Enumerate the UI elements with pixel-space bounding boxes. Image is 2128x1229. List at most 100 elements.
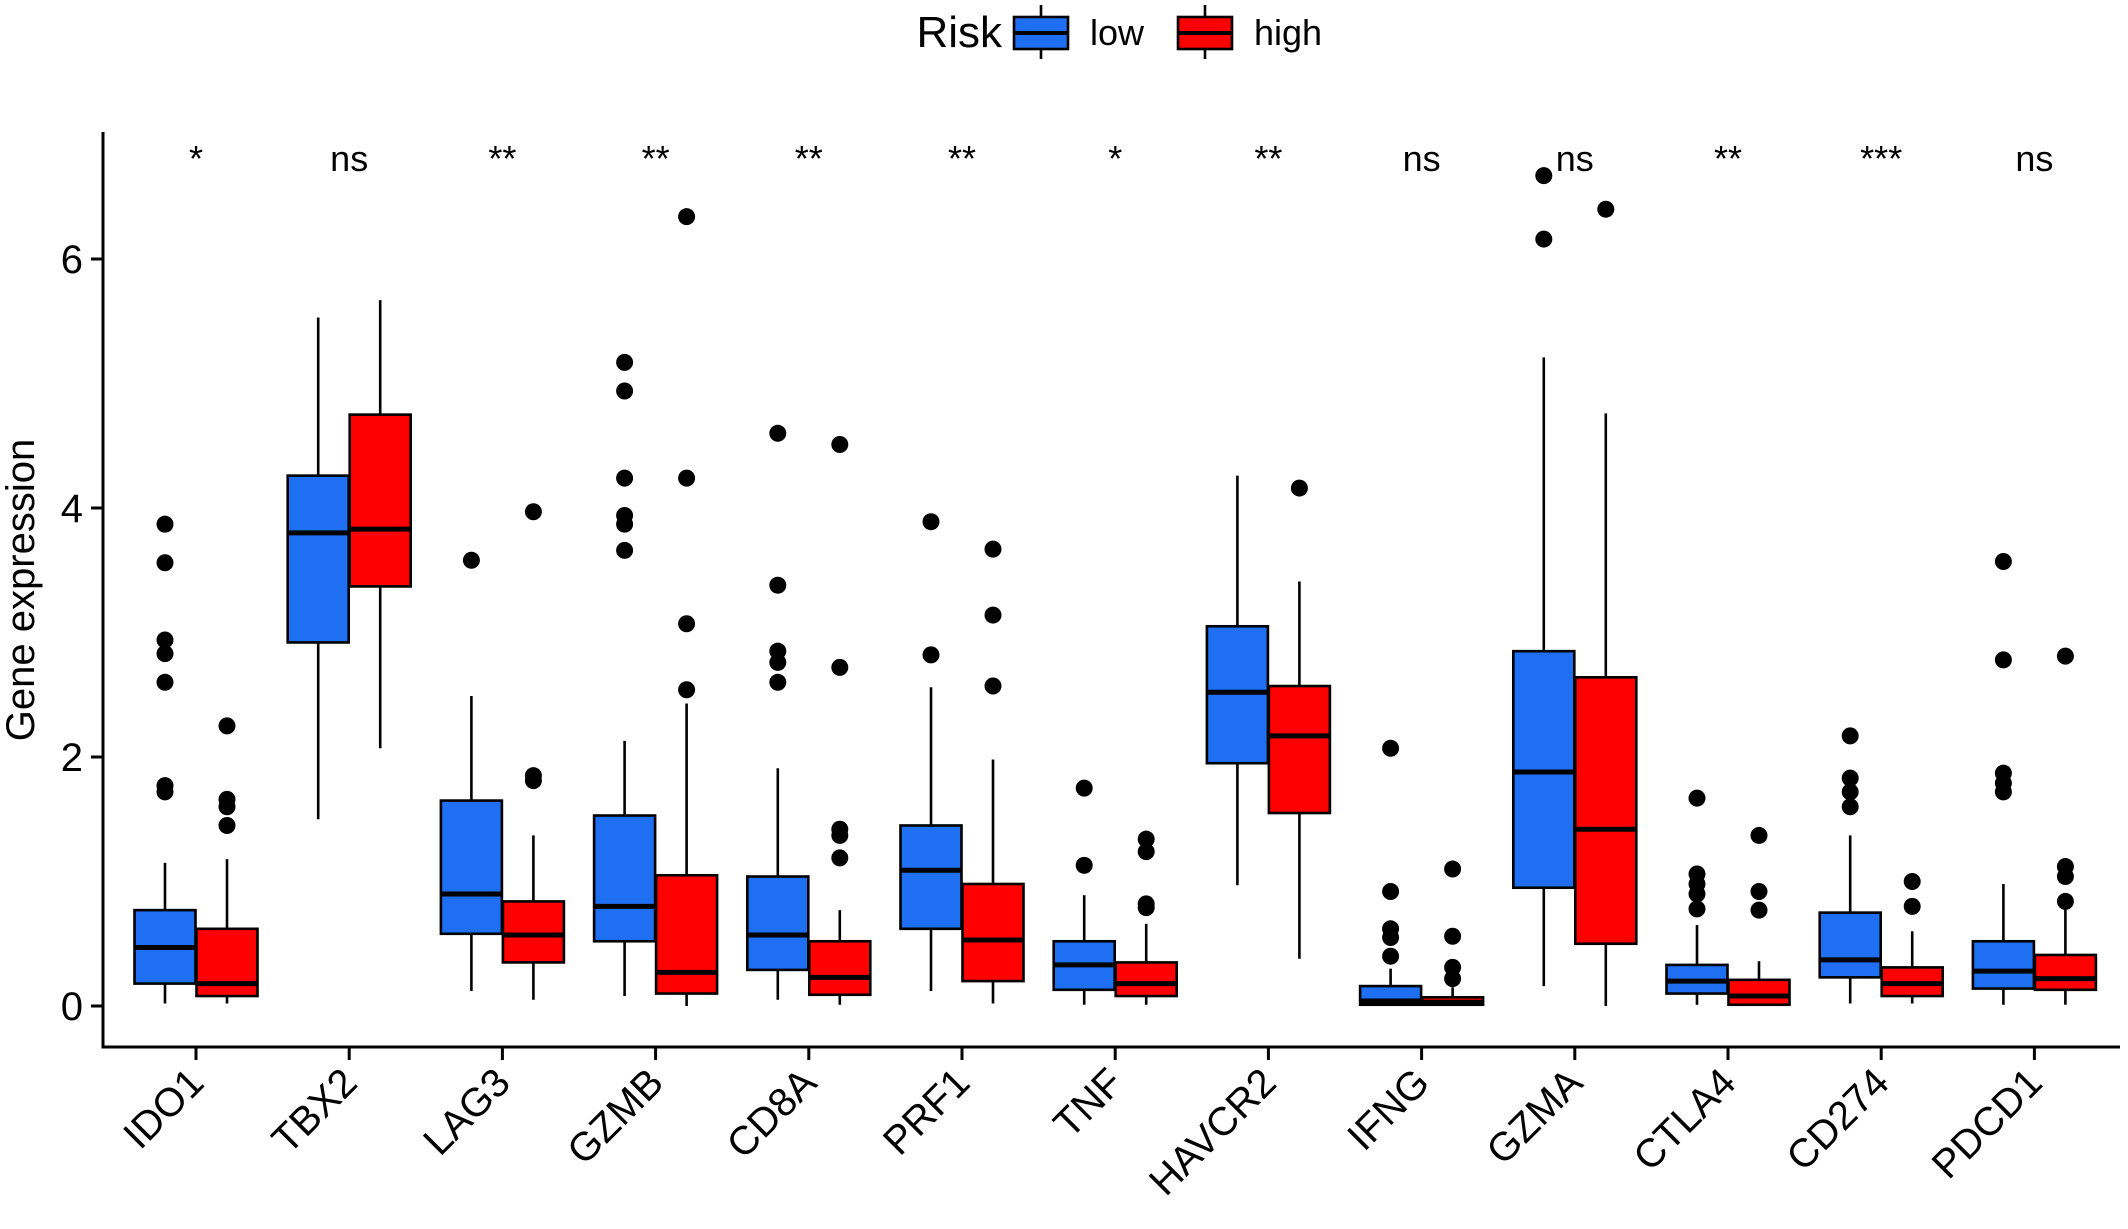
outlier-point	[1535, 230, 1553, 248]
outlier-point	[462, 551, 480, 569]
outlier-point	[1841, 727, 1859, 745]
outlier-point	[1137, 895, 1155, 913]
outlier-point	[1750, 882, 1768, 900]
y-axis-title: Gene expression	[0, 439, 43, 741]
outlier-point	[218, 790, 236, 808]
outlier-point	[1903, 897, 1921, 915]
box-rect	[439, 799, 504, 936]
legend-title: Risk	[916, 8, 1003, 57]
outlier-point	[922, 646, 940, 664]
box-low-gzma	[1512, 167, 1576, 987]
outlier-point	[831, 820, 849, 838]
outlier-point	[678, 208, 696, 226]
outlier-point	[1075, 779, 1093, 797]
significance-label: **	[795, 138, 823, 179]
outlier-point	[616, 541, 634, 559]
box-low-ctla4	[1665, 789, 1729, 1005]
significance-label: **	[1254, 138, 1282, 179]
significance-label: ns	[330, 138, 368, 179]
box-rect	[1818, 911, 1882, 979]
box-rect	[1267, 684, 1332, 815]
box-rect	[1114, 961, 1178, 998]
outlier-point	[1994, 651, 2012, 669]
outlier-point	[1444, 860, 1462, 878]
outlier-point	[218, 816, 236, 834]
x-tick-label-cd8a: CD8A	[719, 1060, 826, 1167]
box-high-pdcd1	[2033, 647, 2098, 1005]
box-low-cd8a	[745, 424, 810, 1000]
outlier-point	[678, 681, 696, 699]
box-low-lag3	[439, 551, 504, 992]
y-tick-label: 4	[61, 487, 83, 531]
outlier-point	[218, 717, 236, 735]
box-low-ifng	[1358, 739, 1423, 1007]
legend-entry-high: high	[1176, 5, 1322, 59]
outlier-point	[1137, 843, 1155, 861]
outlier-point	[1841, 769, 1859, 787]
outlier-point	[1382, 947, 1400, 965]
outlier-point	[616, 353, 634, 371]
significance-label: ns	[1556, 138, 1594, 179]
box-high-ifng	[1420, 860, 1485, 1007]
box-high-ido1	[195, 717, 259, 1004]
box-rect	[1727, 978, 1791, 1007]
box-rect	[286, 474, 351, 644]
significance-label: *	[189, 138, 203, 179]
outlier-point	[1994, 764, 2012, 782]
significance-label: **	[488, 138, 516, 179]
outlier-point	[1597, 200, 1615, 218]
box-high-cd8a	[807, 436, 872, 1005]
box-low-havcr2	[1205, 475, 1270, 886]
outlier-point	[984, 677, 1002, 695]
x-tick-label-ifng: IFNG	[1339, 1060, 1438, 1159]
outlier-point	[1444, 958, 1462, 976]
outlier-point	[2056, 858, 2074, 876]
outlier-point	[156, 645, 174, 663]
outlier-point	[922, 513, 940, 531]
x-tick-label-havcr2: HAVCR2	[1141, 1060, 1285, 1204]
significance-label: **	[642, 138, 670, 179]
outlier-point	[156, 673, 174, 691]
outlier-point	[1382, 920, 1400, 938]
x-tick-label-gzmb: GZMB	[559, 1060, 672, 1173]
outlier-point	[156, 777, 174, 795]
box-high-prf1	[961, 540, 1025, 1004]
outlier-point	[1444, 927, 1462, 945]
box-rect	[745, 875, 810, 972]
outlier-point	[678, 615, 696, 633]
box-high-cd274	[1880, 873, 1944, 1004]
box-low-cd274	[1818, 727, 1882, 1004]
box-low-tbx2	[286, 317, 351, 820]
outlier-point	[769, 576, 787, 594]
significance-label: ns	[2015, 138, 2053, 179]
outlier-point	[616, 382, 634, 400]
outlier-point	[1903, 873, 1921, 890]
box-low-tnf	[1052, 779, 1116, 1005]
outlier-point	[769, 673, 787, 691]
legend: Risk low high	[916, 5, 1322, 59]
outlier-point	[1075, 856, 1093, 874]
box-rect	[807, 939, 872, 997]
x-tick-label-tbx2: TBX2	[264, 1060, 366, 1162]
outlier-point	[1994, 553, 2012, 571]
outlier-point	[1688, 865, 1706, 883]
outlier-point	[1688, 900, 1706, 918]
box-rect	[654, 873, 719, 995]
legend-label-high: high	[1254, 12, 1322, 53]
outlier-point	[1841, 783, 1859, 801]
outlier-point	[831, 436, 849, 454]
outlier-point	[616, 469, 634, 487]
box-high-lag3	[501, 503, 566, 1000]
box-low-ido1	[133, 515, 197, 1004]
x-tick-label-cd274: CD274	[1778, 1060, 1897, 1179]
box-high-gzma	[1574, 200, 1638, 1006]
box-rect	[1971, 939, 2036, 990]
box-rect	[348, 413, 413, 588]
outlier-point	[984, 540, 1002, 558]
outlier-point	[1750, 826, 1768, 844]
x-tick-label-lag3: LAG3	[415, 1060, 518, 1163]
outlier-point	[2056, 892, 2074, 910]
significance-label: **	[1714, 138, 1742, 179]
outlier-point	[2056, 647, 2074, 665]
